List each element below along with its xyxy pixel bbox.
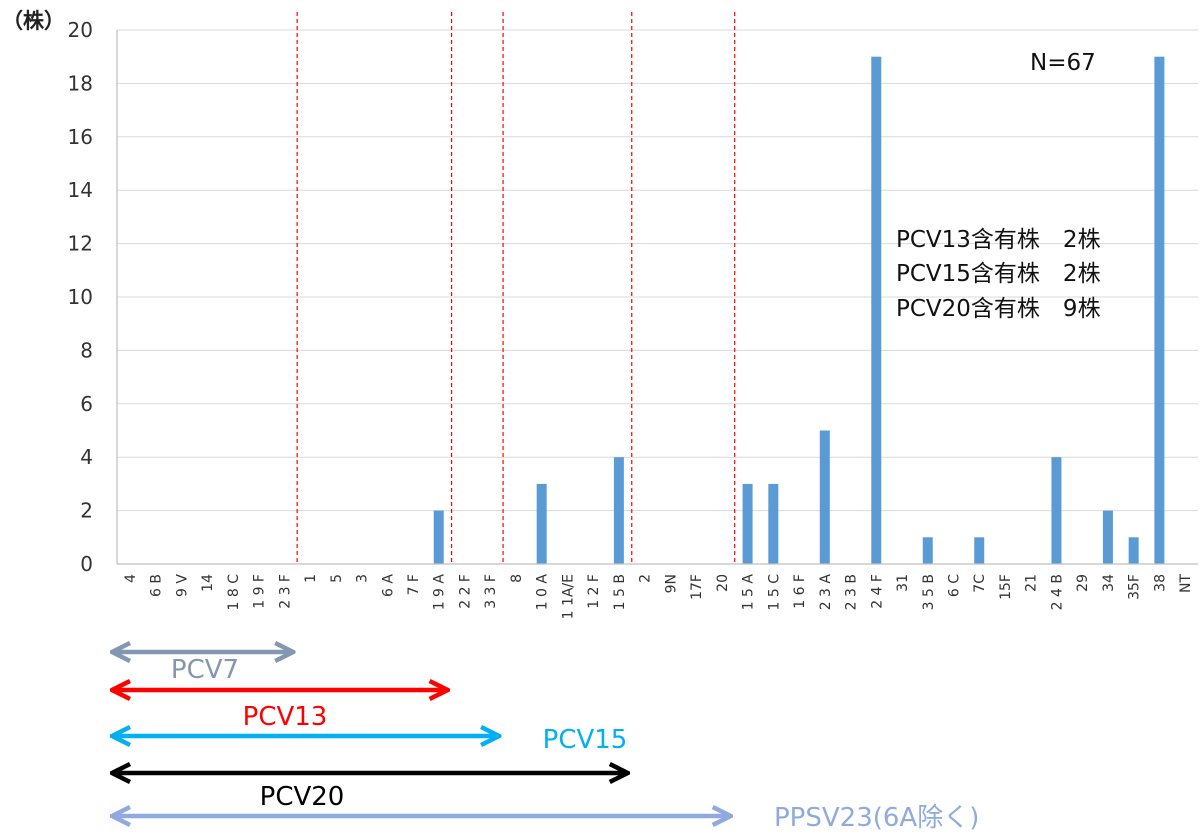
x-tick-label: 21	[1024, 574, 1040, 592]
x-tick-label: 31	[895, 574, 911, 592]
x-tick-label: 1 9 F	[252, 574, 268, 609]
ppsv23-6a-range-label: PPSV23(6A除く)	[774, 803, 979, 833]
bar-34	[1102, 510, 1113, 564]
y-tick-label: 18	[68, 71, 93, 95]
group-dividers	[296, 12, 736, 564]
x-tick-label: 2	[638, 574, 654, 583]
x-tick-label: 1 8 C	[226, 574, 242, 611]
x-tick-label: 2 2 F	[457, 574, 473, 609]
y-tick-label: 20	[68, 18, 93, 42]
x-tick-label: 7 F	[406, 574, 422, 595]
x-tick-label: 2 3 A	[818, 574, 834, 611]
x-tick-labels: 4 6 B 9 V 14 1 8 C 1 9 F 2 3 F 1 5 3 6 A 7 F 1 9 A 2 …	[123, 574, 1194, 620]
y-tick-label: 16	[68, 125, 93, 149]
x-tick-label: 1 0 A	[535, 574, 551, 611]
x-tick-label: NT	[1178, 574, 1194, 593]
y-tick-label: 10	[68, 285, 93, 309]
bars	[433, 56, 1165, 564]
x-tick-label: 34	[1101, 574, 1117, 592]
bar-23a	[819, 430, 830, 564]
x-tick-label: 3 5 B	[921, 574, 937, 610]
x-tick-label: 14	[200, 574, 216, 592]
pcv15-range-label: PCV15	[543, 725, 628, 755]
x-tick-label: 2 3 F	[277, 574, 293, 609]
pcv13-count-label: PCV13含有株 2株	[896, 227, 1101, 253]
x-tick-label: 6 A	[380, 574, 396, 597]
x-tick-label: 15F	[998, 574, 1014, 600]
x-tick-label: 35F	[1127, 574, 1143, 600]
bar-35f	[1128, 537, 1139, 564]
x-tick-label: 1 2 F	[586, 574, 602, 609]
sample-size-label: N=67	[1030, 50, 1096, 76]
x-tick-label: 8	[509, 574, 525, 583]
x-tick-label: 9N	[663, 574, 679, 593]
x-tick-label: 4	[123, 574, 139, 583]
x-tick-label: 1	[303, 574, 319, 583]
y-tick-label: 0	[80, 552, 93, 576]
bar-24b	[1051, 457, 1062, 564]
x-tick-label: 1 5 B	[612, 574, 628, 610]
x-tick-label: 3	[355, 574, 371, 583]
x-tick-label: 7C	[972, 574, 988, 593]
x-tick-label: 2 4 F	[869, 574, 885, 609]
pcv13-range-label: PCV13	[243, 702, 328, 732]
x-tick-label: 1 6 F	[792, 574, 808, 609]
bar-19a	[433, 510, 444, 564]
bar-35b	[922, 537, 933, 564]
y-tick-label: 8	[80, 338, 93, 362]
pcv20-range-label: PCV20	[260, 782, 345, 812]
x-tick-label: 20	[715, 574, 731, 592]
bar-7c	[974, 537, 985, 564]
bar-10a	[536, 483, 547, 564]
pcv7-range-label: PCV7	[171, 655, 239, 685]
y-tick-label: 2	[80, 499, 93, 523]
bar-15c	[768, 483, 779, 564]
x-tick-label: 1 9 A	[432, 574, 448, 611]
x-tick-label: 6 C	[946, 574, 962, 597]
x-tick-label: 2 4 B	[1049, 574, 1065, 610]
x-tick-label: 2 3 B	[844, 574, 860, 610]
y-tick-label: 14	[68, 178, 93, 202]
x-tick-label: 29	[1075, 574, 1091, 592]
x-tick-label: 6 B	[149, 574, 165, 597]
x-tick-label: 3 3 F	[483, 574, 499, 609]
axes	[116, 30, 1198, 565]
y-tick-label: 4	[80, 445, 93, 469]
bar-24f	[871, 56, 882, 564]
y-tick-label: 6	[80, 392, 93, 416]
x-tick-label: 1 5 A	[741, 574, 757, 611]
y-unit-label: （株）	[2, 9, 65, 33]
bar-38	[1154, 56, 1165, 564]
bar-15a	[742, 483, 753, 564]
pcv20-count-label: PCV20含有株 9株	[896, 296, 1101, 322]
x-tick-label: 17F	[689, 574, 705, 600]
x-tick-label: 1 1A/E	[560, 574, 576, 619]
y-tick-labels: 0 2 4 6 8 10 12 14 16 18 20	[68, 18, 93, 576]
x-tick-label: 5	[329, 574, 345, 583]
x-tick-label: 9 V	[174, 574, 190, 597]
pcv15-count-label: PCV15含有株 2株	[896, 261, 1101, 287]
bar-15b	[613, 457, 624, 564]
x-tick-label: 1 5 C	[766, 574, 782, 611]
x-tick-label: 38	[1152, 574, 1168, 592]
y-tick-label: 12	[68, 232, 93, 256]
